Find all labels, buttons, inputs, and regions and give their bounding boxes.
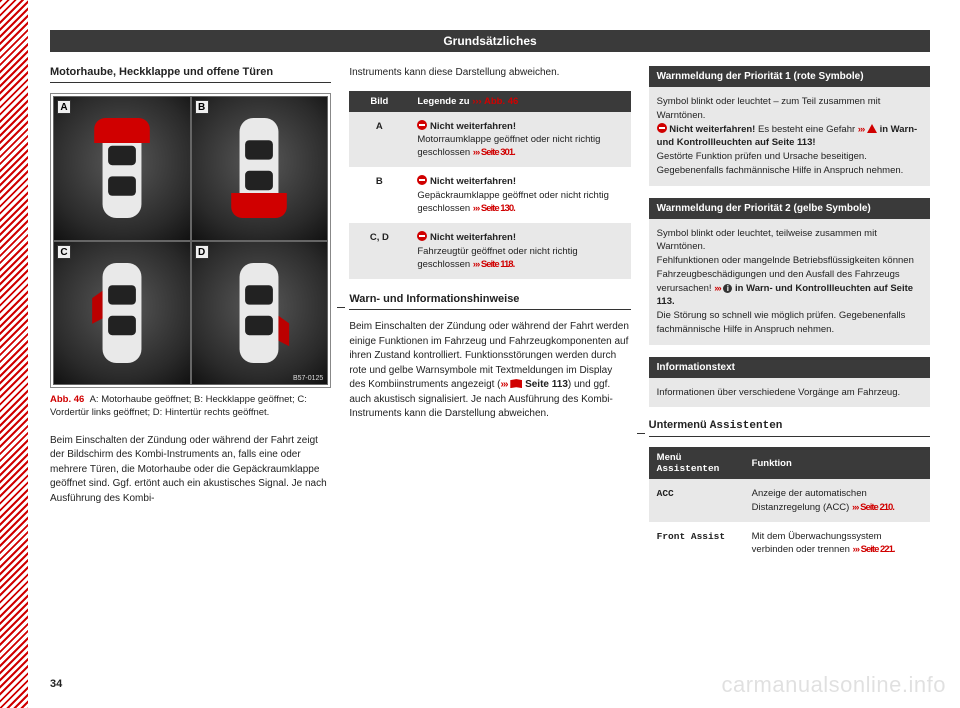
wb1-l1: Symbol blinkt oder leuchtet – zum Teil z… bbox=[657, 96, 881, 121]
table-head-row: Menü Assistenten Funktion bbox=[649, 447, 930, 479]
figure-cell-c: C bbox=[53, 241, 191, 386]
table-head-row: Bild Legende zu ››› Abb. 46 bbox=[349, 91, 630, 112]
warnbox-body: Informationen über verschiedene Vorgänge… bbox=[649, 378, 930, 408]
warn-label: Nicht weiterfahren! bbox=[430, 232, 516, 243]
cell-body: Nicht weiterfahren! Gepäckraumklappe geö… bbox=[409, 167, 630, 223]
wb2-l1: Symbol blinkt oder leuchtet, teilweise z… bbox=[657, 228, 877, 253]
wb1-l3: Gestörte Funktion prüfen und Ursache bes… bbox=[657, 151, 904, 176]
car-icon-door-rr bbox=[230, 257, 290, 368]
cell-ref: ››› Seite 221. bbox=[853, 544, 895, 555]
info-icon: i bbox=[723, 284, 732, 293]
figure-label-c: C bbox=[57, 245, 71, 259]
cell-body: Nicht weiterfahren! Motorraumklappe geöf… bbox=[409, 112, 630, 168]
stop-icon bbox=[417, 175, 427, 185]
cell-key: ACC bbox=[649, 479, 744, 522]
page-header: Grundsätzliches bbox=[50, 30, 930, 52]
col1-body: Beim Einschalten der Zündung oder währen… bbox=[50, 434, 331, 507]
table-row: B Nicht weiterfahren! Gepäckraumklappe g… bbox=[349, 167, 630, 223]
legend-table: Bild Legende zu ››› Abb. 46 A Nicht weit… bbox=[349, 91, 630, 280]
warn-label: Nicht weiterfahren! bbox=[430, 176, 516, 187]
col2-body2: Beim Einschalten der Zündung oder währen… bbox=[349, 320, 630, 422]
column-2: Instruments kann diese Darstellung abwei… bbox=[349, 66, 630, 579]
figure-label-d: D bbox=[195, 245, 209, 259]
column-1: Motorhaube, Heckklappe und offene Türen … bbox=[50, 66, 331, 579]
warnbox-head: Warnmeldung der Priorität 2 (gelbe Symbo… bbox=[649, 198, 930, 219]
book-icon bbox=[510, 379, 522, 388]
cell-key: Front Assist bbox=[649, 522, 744, 565]
cell-key: B bbox=[349, 167, 409, 223]
figure-code: B57-0125 bbox=[293, 375, 323, 382]
th-legend-ref: ››› Abb. 46 bbox=[472, 96, 518, 107]
stop-icon bbox=[657, 123, 667, 133]
cell-body: Anzeige der automatischen Distanzregelun… bbox=[744, 479, 930, 522]
cell-body: Mit dem Überwachungssystem verbinden ode… bbox=[744, 522, 930, 565]
column-3: Warnmeldung der Priorität 1 (rote Symbol… bbox=[649, 66, 930, 579]
page-number: 34 bbox=[50, 678, 62, 690]
cell-ref: ››› Seite 301. bbox=[473, 147, 515, 158]
th-menu-mono: Assistenten bbox=[657, 463, 720, 474]
warnbox-head: Warnmeldung der Priorität 1 (rote Symbol… bbox=[649, 66, 930, 87]
table-row: Front Assist Mit dem Überwachungssystem … bbox=[649, 522, 930, 565]
page: Grundsätzliches Motorhaube, Heckklappe u… bbox=[50, 30, 930, 690]
car-icon-hood bbox=[92, 113, 152, 224]
cell-key: C, D bbox=[349, 223, 409, 279]
warning-triangle-icon bbox=[867, 124, 877, 133]
table-row: ACC Anzeige der automatischen Distanzreg… bbox=[649, 479, 930, 522]
table-row: A Nicht weiterfahren! Motorraumklappe ge… bbox=[349, 112, 630, 168]
figure-caption: Abb. 46 A: Motorhaube geöffnet; B: Heckk… bbox=[50, 394, 331, 420]
figure-cell-a: A bbox=[53, 96, 191, 241]
car-icon-trunk bbox=[230, 113, 290, 224]
stop-icon bbox=[417, 120, 427, 130]
section-title-warn: Warn- und Informationshinweise bbox=[349, 293, 630, 310]
figure-label-b: B bbox=[195, 100, 209, 114]
wb1-l2a: Nicht weiterfahren! bbox=[669, 124, 755, 135]
warnbox-body: Symbol blinkt oder leuchtet – zum Teil z… bbox=[649, 87, 930, 186]
col2-lead: Instruments kann diese Darstellung abwei… bbox=[349, 66, 630, 81]
th-menu: Menü Assistenten bbox=[649, 447, 744, 479]
car-icon-door-fl bbox=[92, 257, 152, 368]
cell-key-mono: ACC bbox=[657, 488, 674, 499]
th-legend: Legende zu ››› Abb. 46 bbox=[409, 91, 630, 112]
caption-text: A: Motorhaube geöffnet; B: Heckklappe ge… bbox=[50, 394, 307, 418]
warnbox-body: Symbol blinkt oder leuchtet, teilweise z… bbox=[649, 219, 930, 345]
submenu-title-mono: Assistenten bbox=[710, 420, 783, 432]
th-bild: Bild bbox=[349, 91, 409, 112]
figure-label-a: A bbox=[57, 100, 71, 114]
stop-icon bbox=[417, 231, 427, 241]
warnbox-priority1: Warnmeldung der Priorität 1 (rote Symbol… bbox=[649, 66, 930, 186]
warnbox-head: Informationstext bbox=[649, 357, 930, 378]
table-row: C, D Nicht weiterfahren! Fahrzeugtür geö… bbox=[349, 223, 630, 279]
wb2-l3: Die Störung so schnell wie möglich prüfe… bbox=[657, 310, 906, 335]
watermark: carmanualsonline.info bbox=[721, 672, 946, 698]
warnbox-info: Informationstext Informationen über vers… bbox=[649, 357, 930, 408]
col2-body2-ref: Seite 113 bbox=[525, 379, 568, 390]
figure-46: A B bbox=[50, 93, 331, 388]
caption-ref: Abb. 46 bbox=[50, 394, 84, 405]
section-title-doors: Motorhaube, Heckklappe und offene Türen bbox=[50, 66, 331, 83]
warnbox-priority2: Warnmeldung der Priorität 2 (gelbe Symbo… bbox=[649, 198, 930, 345]
figure-cell-d: D B57-0125 bbox=[191, 241, 329, 386]
th-legend-pre: Legende zu bbox=[417, 96, 472, 107]
cell-key-mono: Front Assist bbox=[657, 531, 725, 542]
assist-table: Menü Assistenten Funktion ACC Anzeige de… bbox=[649, 447, 930, 564]
columns: Motorhaube, Heckklappe und offene Türen … bbox=[50, 66, 930, 579]
cell-body: Nicht weiterfahren! Fahrzeugtür geöffnet… bbox=[409, 223, 630, 279]
submenu-title-pre: Untermenü bbox=[649, 419, 710, 431]
chev-icon: ››› bbox=[501, 379, 508, 390]
cell-ref: ››› Seite 118. bbox=[473, 259, 514, 270]
section-title-submenu: Untermenü Assistenten bbox=[649, 419, 930, 437]
cell-ref: ››› Seite 210. bbox=[852, 502, 894, 513]
th-func: Funktion bbox=[744, 447, 930, 479]
figure-cell-b: B bbox=[191, 96, 329, 241]
chev-icon: ››› bbox=[858, 124, 865, 135]
th-menu-pre: Menü bbox=[657, 452, 682, 463]
wb1-l2b: Es besteht eine Gefahr bbox=[755, 124, 857, 135]
page-edge-stripes bbox=[0, 0, 28, 708]
figure-grid: A B bbox=[53, 96, 328, 385]
cell-key: A bbox=[349, 112, 409, 168]
chev-icon: ››› bbox=[714, 283, 721, 294]
warn-label: Nicht weiterfahren! bbox=[430, 121, 516, 132]
cell-text: Anzeige der automatischen Distanzregelun… bbox=[752, 488, 867, 512]
cell-ref: ››› Seite 130. bbox=[473, 203, 515, 214]
